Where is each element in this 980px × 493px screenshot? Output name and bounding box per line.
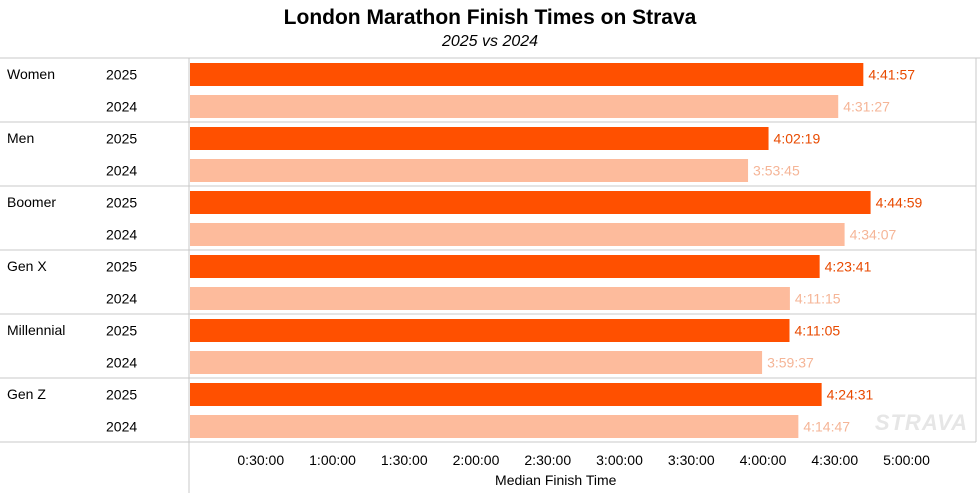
bar-value-label: 4:02:19 [774, 131, 821, 147]
year-label-2025: 2025 [106, 131, 137, 147]
x-tick-label: 2:00:00 [453, 452, 500, 468]
bar-boomer-2024 [190, 223, 845, 246]
category-label-men: Men [7, 130, 34, 146]
year-label-2025: 2025 [106, 323, 137, 339]
x-tick-label: 4:30:00 [811, 452, 858, 468]
x-tick-label: 1:00:00 [309, 452, 356, 468]
bar-value-label: 4:11:15 [795, 291, 841, 307]
x-tick-label: 0:30:00 [237, 452, 284, 468]
bar-value-label: 3:53:45 [753, 163, 800, 179]
bar-millennial-2024 [190, 351, 763, 374]
year-label-2025: 2025 [106, 387, 137, 403]
year-label-2024: 2024 [106, 355, 137, 371]
chart-title: London Marathon Finish Times on Strava [283, 6, 697, 29]
bar-value-label: 4:34:07 [850, 227, 897, 243]
bar-value-label: 4:11:05 [795, 323, 841, 339]
bar-gen-x-2025 [190, 255, 820, 278]
bar-millennial-2025 [190, 319, 790, 342]
year-label-2025: 2025 [106, 259, 137, 275]
bar-women-2024 [190, 95, 839, 118]
chart-subtitle: 2025 vs 2024 [441, 33, 539, 50]
strava-watermark: STRAVA [874, 410, 968, 435]
bar-value-label: 4:41:57 [868, 67, 915, 83]
category-label-gen-z: Gen Z [7, 386, 46, 402]
bar-men-2025 [190, 127, 769, 150]
bar-value-label: 4:24:31 [827, 387, 874, 403]
year-label-2024: 2024 [106, 227, 137, 243]
category-label-gen-x: Gen X [7, 258, 47, 274]
x-tick-label: 4:00:00 [740, 452, 787, 468]
bar-value-label: 4:44:59 [876, 195, 923, 211]
bar-value-label: 4:23:41 [825, 259, 872, 275]
bar-value-label: 4:31:27 [843, 99, 890, 115]
bar-gen-x-2024 [190, 287, 790, 310]
x-tick-label: 3:00:00 [596, 452, 643, 468]
bar-boomer-2025 [190, 191, 871, 214]
x-tick-label: 1:30:00 [381, 452, 428, 468]
x-tick-label: 5:00:00 [883, 452, 930, 468]
bar-value-label: 4:14:47 [803, 419, 850, 435]
year-label-2024: 2024 [106, 163, 137, 179]
x-tick-label: 2:30:00 [524, 452, 571, 468]
year-label-2024: 2024 [106, 419, 137, 435]
x-axis-label: Median Finish Time [495, 472, 617, 488]
year-label-2025: 2025 [106, 67, 137, 83]
year-label-2025: 2025 [106, 195, 137, 211]
year-label-2024: 2024 [106, 291, 137, 307]
category-label-boomer: Boomer [7, 194, 56, 210]
bar-value-label: 3:59:37 [767, 355, 814, 371]
bar-women-2025 [190, 63, 864, 86]
bar-gen-z-2025 [190, 383, 822, 406]
x-tick-label: 3:30:00 [668, 452, 715, 468]
bar-men-2024 [190, 159, 749, 182]
bar-gen-z-2024 [190, 415, 799, 438]
year-label-2024: 2024 [106, 99, 137, 115]
category-label-women: Women [7, 66, 55, 82]
category-label-millennial: Millennial [7, 322, 65, 338]
